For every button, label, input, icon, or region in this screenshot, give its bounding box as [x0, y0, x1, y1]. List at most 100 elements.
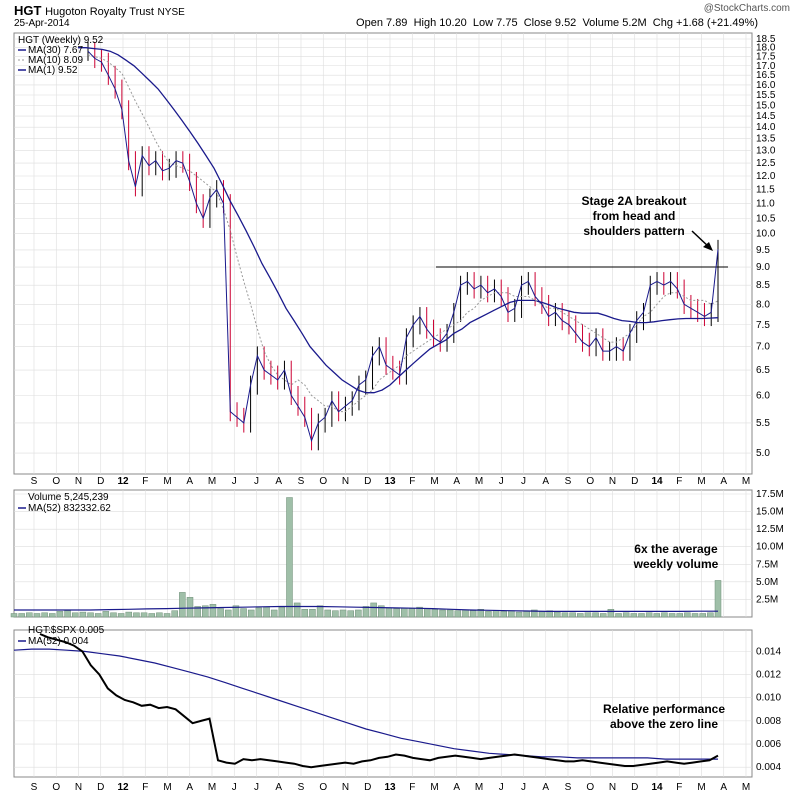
volume-value: 5.2M — [622, 17, 647, 29]
price-tick-label: 12.5 — [756, 158, 776, 169]
volume-bar — [446, 609, 454, 618]
month-tick-label: D — [364, 782, 371, 793]
volume-bar — [401, 607, 408, 618]
ma1-line — [87, 50, 719, 443]
month-tick-label: J — [254, 476, 259, 487]
month-tick-label: F — [676, 476, 682, 487]
month-tick-label: 13 — [384, 476, 396, 487]
volume-bar — [607, 609, 615, 618]
volume-bar — [309, 609, 316, 618]
month-tick-label: M — [163, 782, 171, 793]
volume-bar — [515, 611, 523, 618]
month-tick-label: F — [409, 476, 415, 487]
chart-date: 25-Apr-2014 — [14, 18, 70, 29]
volume-bar — [431, 609, 439, 618]
price-tick-label: 18.5 — [756, 34, 776, 45]
month-tick-label: S — [298, 476, 305, 487]
volume-bar — [332, 610, 339, 618]
relative-ma52-line — [13, 648, 718, 760]
volume-bar — [645, 612, 653, 618]
relative-ma-legend: MA(52) 0.004 — [28, 636, 89, 647]
high-value: 10.20 — [439, 17, 467, 29]
month-tick-label: N — [609, 476, 616, 487]
volume-bar — [485, 611, 492, 618]
month-tick-label: M — [163, 476, 171, 487]
low-value: 7.75 — [496, 17, 518, 29]
volume-bar — [408, 608, 416, 618]
month-tick-label: S — [565, 782, 572, 793]
volume-bar — [148, 613, 155, 618]
price-tick-label: 9.0 — [756, 262, 770, 273]
price-tick-label: 11.0 — [756, 199, 775, 210]
volume-bar — [561, 612, 569, 618]
open-value: 7.89 — [386, 17, 408, 29]
volume-legend-title: Volume 5,245,239 — [28, 492, 109, 503]
volume-bar — [339, 609, 347, 618]
relative-tick-label: 0.010 — [756, 693, 781, 704]
price-annotation-line3: shoulders pattern — [583, 224, 684, 238]
volume-bar — [699, 613, 706, 618]
month-tick-label: A — [720, 782, 727, 793]
volume-bar — [385, 607, 393, 618]
volume-bar — [500, 611, 507, 618]
volume-bar — [79, 611, 87, 618]
month-tick-label: 12 — [117, 476, 129, 487]
price-tick-label: 7.0 — [756, 342, 770, 353]
month-tick-label: O — [52, 782, 60, 793]
volume-ma52-line — [14, 605, 718, 613]
volume-bar — [347, 610, 354, 618]
ma30-legend: MA(30) 7.67 — [28, 45, 83, 56]
month-tick-label: A — [453, 476, 460, 487]
month-tick-label: D — [631, 782, 638, 793]
volume-bar — [691, 613, 699, 618]
price-tick-label: 13.5 — [756, 134, 776, 145]
month-tick-label: M — [475, 782, 483, 793]
volume-bar — [615, 613, 622, 618]
month-tick-label: J — [232, 782, 237, 793]
volume-bar — [653, 613, 661, 618]
month-tick-label: A — [453, 782, 460, 793]
volume-bar — [179, 592, 186, 618]
volume-bar — [156, 612, 163, 618]
volume-tick-label: 10.0M — [756, 542, 784, 553]
month-tick-label: 13 — [384, 782, 396, 793]
volume-tick-label: 5.0M — [756, 577, 778, 588]
volume-bar — [477, 609, 485, 618]
volume-bar — [240, 608, 247, 618]
volume-bar — [140, 612, 148, 618]
volume-bar — [355, 609, 362, 618]
price-tick-label: 14.5 — [756, 111, 776, 122]
month-tick-label: M — [742, 476, 750, 487]
volume-tick-label: 12.5M — [756, 524, 784, 535]
volume-bar — [278, 606, 286, 618]
volume-bar — [225, 609, 232, 618]
volume-bar — [217, 608, 224, 618]
relative-annotation-line2: above the zero line — [610, 717, 718, 731]
month-tick-label: M — [430, 782, 438, 793]
relative-annotation-line1: Relative performance — [603, 702, 725, 716]
volume-bar — [71, 612, 79, 618]
volume-bar — [125, 611, 133, 618]
month-tick-label: M — [742, 782, 750, 793]
volume-bar — [661, 612, 668, 618]
month-tick-label: O — [586, 476, 594, 487]
price-tick-label: 14.0 — [756, 122, 776, 133]
price-legend-title: HGT (Weekly) 9.52 — [18, 35, 104, 46]
price-tick-label: 8.5 — [756, 280, 770, 291]
month-tick-label: A — [186, 782, 193, 793]
volume-bar — [630, 613, 638, 618]
month-tick-label: D — [631, 476, 638, 487]
month-tick-label: M — [208, 476, 216, 487]
relative-tick-label: 0.004 — [756, 762, 781, 773]
price-tick-label: 5.5 — [756, 418, 770, 429]
month-tick-label: A — [542, 476, 549, 487]
volume-bar — [247, 609, 255, 618]
ticker-title: HGT Hugoton Royalty Trust NYSE — [14, 3, 185, 18]
volume-bar — [423, 608, 431, 618]
month-tick-label: O — [319, 782, 327, 793]
month-tick-label: A — [186, 476, 193, 487]
volume-bar — [469, 610, 477, 618]
volume-bar — [94, 613, 102, 618]
ma10-legend: MA(10) 8.09 — [28, 55, 83, 66]
price-tick-label: 6.5 — [756, 365, 770, 376]
